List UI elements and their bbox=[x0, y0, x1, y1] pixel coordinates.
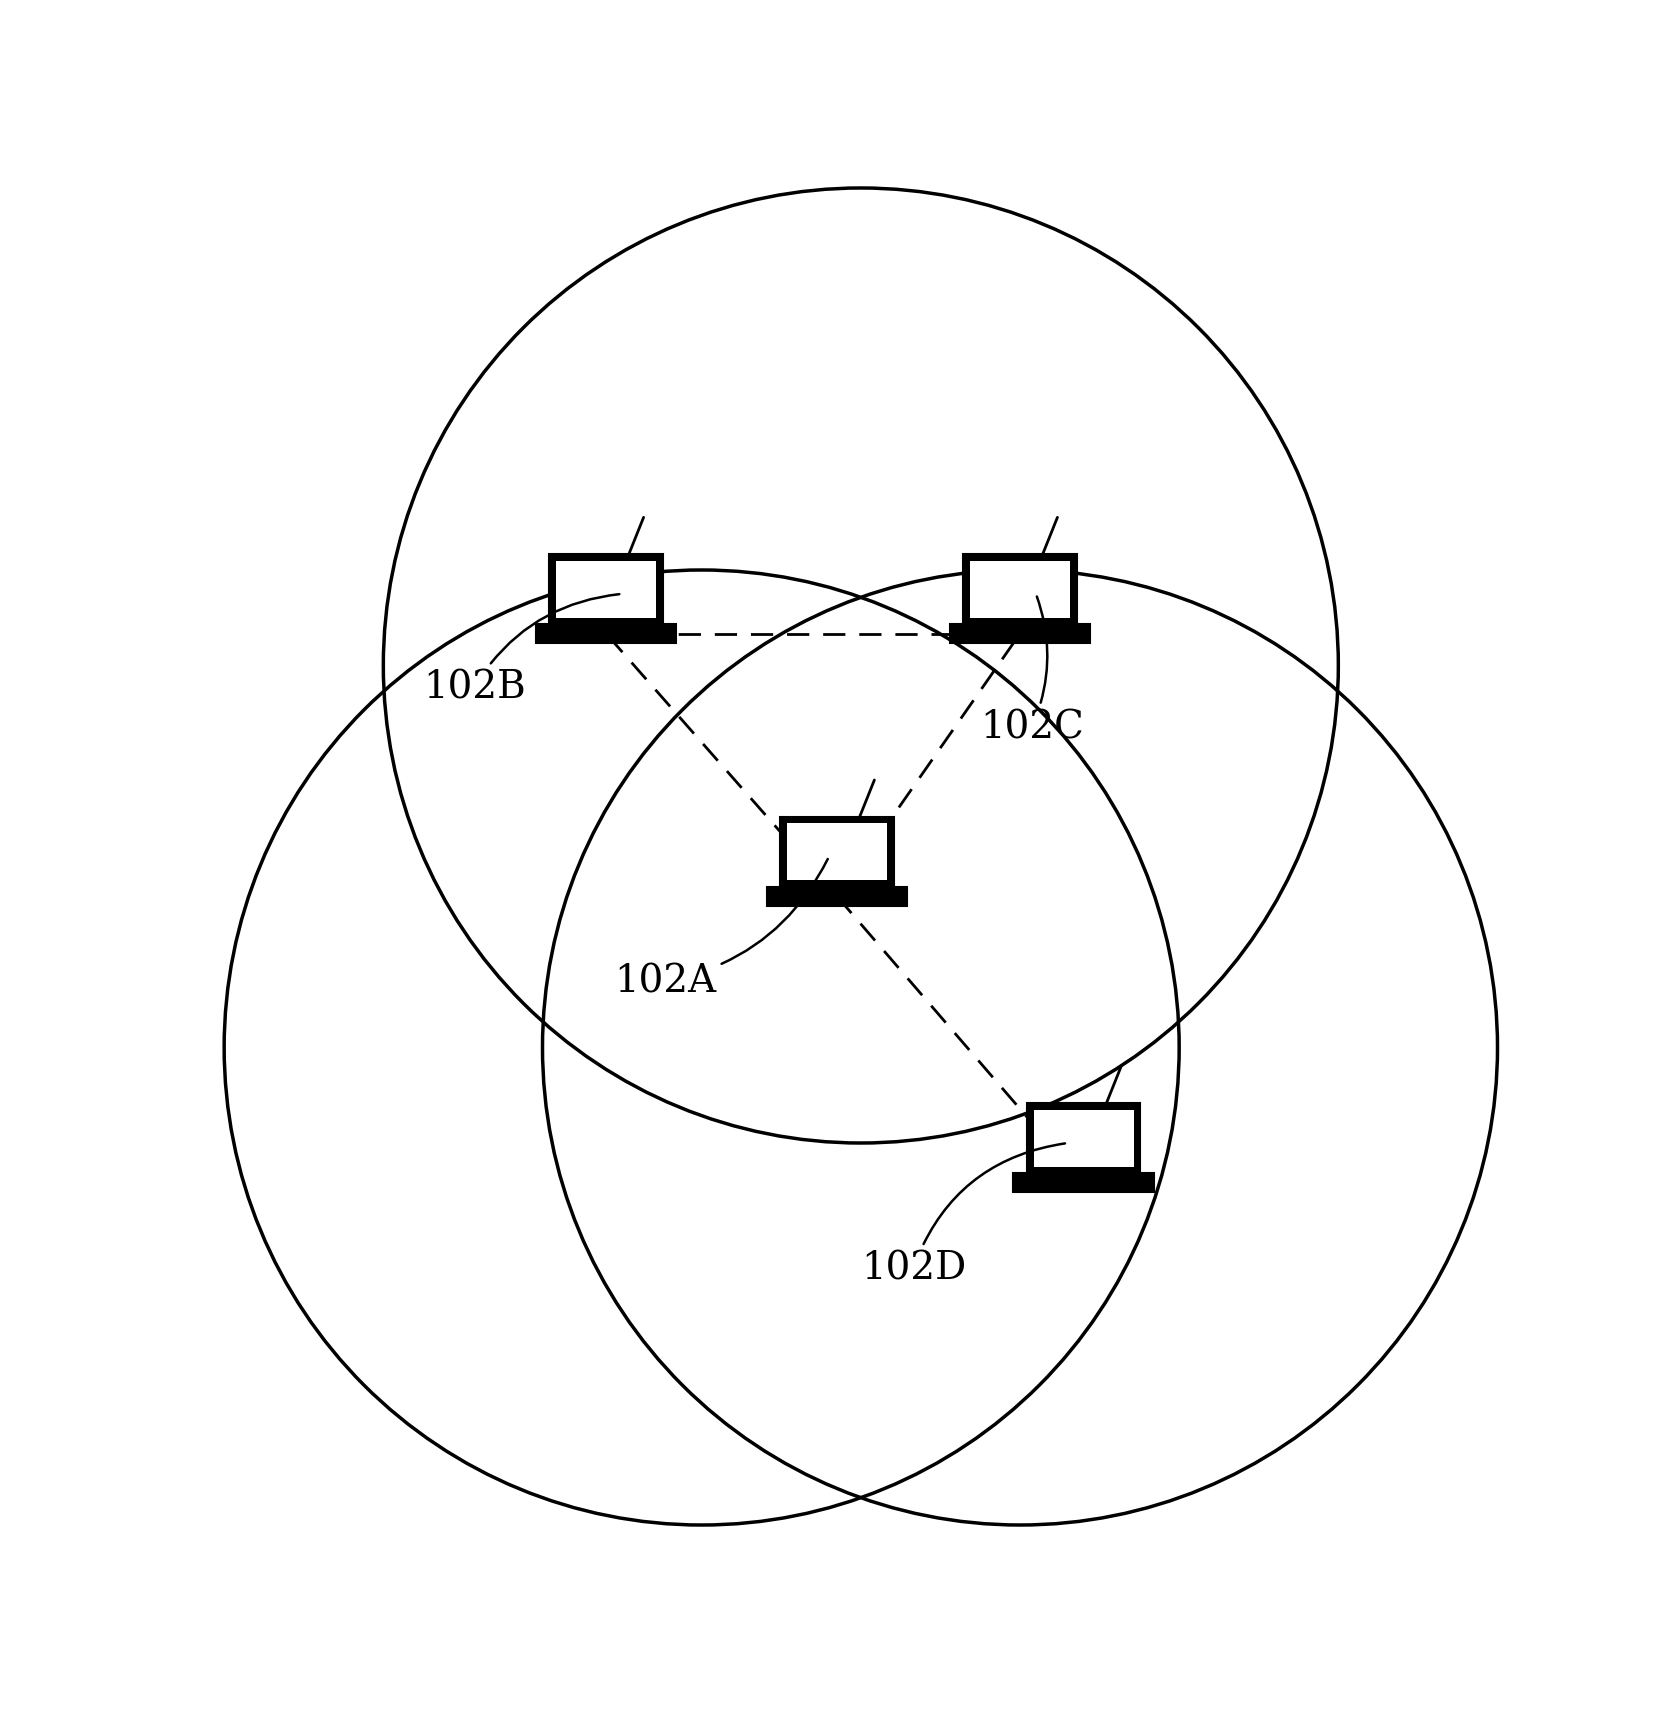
Bar bbox=[949, 626, 1090, 644]
Bar bbox=[535, 626, 676, 644]
Bar bbox=[548, 555, 663, 626]
Bar bbox=[1012, 1174, 1153, 1193]
Bar bbox=[766, 888, 906, 907]
Bar bbox=[969, 562, 1069, 619]
Bar bbox=[1032, 1111, 1133, 1167]
Text: 102B: 102B bbox=[423, 595, 620, 706]
Bar bbox=[1026, 1104, 1140, 1174]
Bar bbox=[780, 818, 893, 888]
Bar bbox=[555, 562, 656, 619]
Text: 102A: 102A bbox=[613, 859, 827, 1001]
Text: 102C: 102C bbox=[979, 596, 1084, 746]
Bar bbox=[963, 555, 1075, 626]
Bar bbox=[787, 824, 886, 881]
Text: 102D: 102D bbox=[860, 1143, 1064, 1287]
